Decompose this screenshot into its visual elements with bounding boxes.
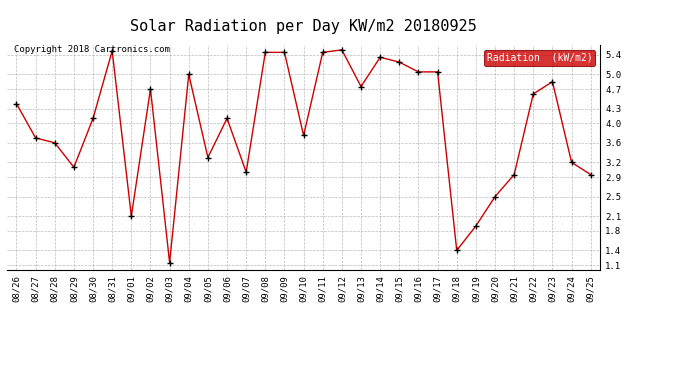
Radiation  (kW/m2) <box>223 116 231 121</box>
Radiation  (kW/m2) <box>50 141 59 145</box>
Radiation  (kW/m2) <box>337 48 346 52</box>
Radiation  (kW/m2) <box>108 49 117 53</box>
Text: Solar Radiation per Day KW/m2 20180925: Solar Radiation per Day KW/m2 20180925 <box>130 19 477 34</box>
Radiation  (kW/m2) <box>433 70 442 74</box>
Radiation  (kW/m2) <box>299 133 308 138</box>
Radiation  (kW/m2) <box>242 170 250 174</box>
Radiation  (kW/m2) <box>414 70 422 74</box>
Radiation  (kW/m2) <box>357 84 365 89</box>
Radiation  (kW/m2) <box>529 92 538 96</box>
Radiation  (kW/m2) <box>12 102 21 106</box>
Radiation  (kW/m2) <box>70 165 78 170</box>
Radiation  (kW/m2) <box>262 50 270 55</box>
Radiation  (kW/m2) <box>127 214 135 219</box>
Radiation  (kW/m2) <box>185 72 193 76</box>
Radiation  (kW/m2) <box>204 155 212 160</box>
Radiation  (kW/m2) <box>319 50 327 55</box>
Radiation  (kW/m2) <box>567 160 575 165</box>
Radiation  (kW/m2) <box>280 50 288 55</box>
Radiation  (kW/m2) <box>491 194 499 199</box>
Radiation  (kW/m2) <box>586 172 595 177</box>
Radiation  (kW/m2) <box>453 248 461 253</box>
Radiation  (kW/m2) <box>395 60 404 64</box>
Radiation  (kW/m2) <box>549 80 557 84</box>
Radiation  (kW/m2) <box>376 55 384 60</box>
Radiation  (kW/m2) <box>472 224 480 228</box>
Radiation  (kW/m2) <box>89 116 97 121</box>
Radiation  (kW/m2) <box>32 136 40 140</box>
Radiation  (kW/m2) <box>146 87 155 91</box>
Radiation  (kW/m2) <box>166 260 174 265</box>
Text: Copyright 2018 Cartronics.com: Copyright 2018 Cartronics.com <box>14 45 170 54</box>
Radiation  (kW/m2) <box>510 172 518 177</box>
Legend: Radiation  (kW/m2): Radiation (kW/m2) <box>484 50 595 66</box>
Line: Radiation  (kW/m2): Radiation (kW/m2) <box>14 47 593 266</box>
